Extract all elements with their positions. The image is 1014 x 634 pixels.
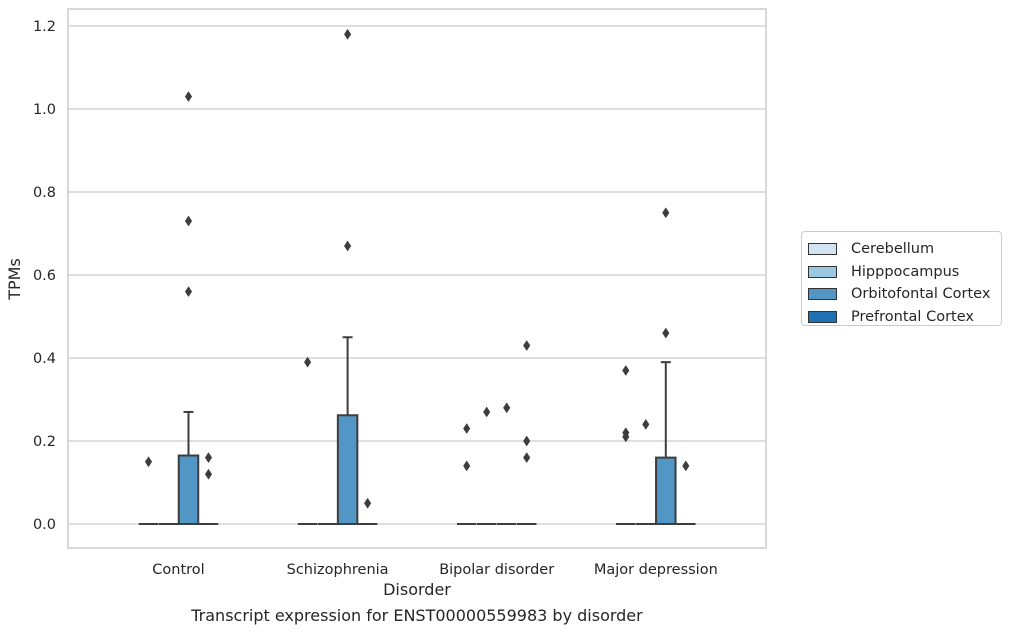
outlier-point [483, 406, 491, 418]
outlier-point [463, 460, 471, 472]
outlier-point [463, 423, 471, 435]
legend-item-cerebellum: Cerebellum [808, 238, 1001, 261]
outlier-point [144, 456, 153, 468]
y-tick-label: 0.4 [33, 351, 56, 367]
legend-item-orbitofrontal-cortex: Orbitofontal Cortex [808, 283, 1001, 306]
outlier-point [642, 418, 650, 430]
outlier-point [184, 215, 193, 227]
box-group [476, 406, 497, 525]
box-group [138, 456, 159, 525]
box-group [655, 207, 677, 526]
box-group [357, 497, 378, 525]
y-axis-label: TPMs [5, 258, 24, 301]
y-tick-label: 1.0 [33, 102, 56, 118]
outlier-point [662, 207, 670, 219]
outlier-point [622, 431, 630, 443]
y-tick-label: 0.0 [33, 517, 56, 533]
y-axis-ticks: 0.0 0.2 0.4 0.6 0.8 1.0 1.2 [33, 19, 56, 533]
box [655, 456, 677, 526]
box-series [138, 28, 696, 526]
y-tick-label: 1.2 [33, 19, 56, 35]
chart-caption: Transcript expression for ENST0000055998… [191, 606, 643, 625]
outlier-point [523, 452, 531, 464]
outlier-point [184, 286, 193, 298]
outlier-point [204, 468, 213, 480]
outlier-point [204, 452, 213, 464]
box-group [177, 91, 200, 525]
outlier-point [344, 28, 352, 40]
outlier-point [662, 327, 670, 339]
box-group [616, 364, 636, 525]
legend-label: Cerebellum [851, 241, 935, 258]
chart-legend: Cerebellum Hipppocampus Orbitofontal Cor… [801, 231, 1002, 326]
outlier-point [622, 364, 630, 376]
legend-item-prefrontal-cortex: Prefrontal Cortex [808, 306, 1001, 329]
outlier-point [523, 340, 531, 352]
outlier-point [503, 402, 511, 414]
y-tick-label: 0.2 [33, 434, 56, 450]
legend-swatch [808, 288, 837, 301]
box-group [636, 418, 656, 525]
x-axis-ticks: Control Schizophrenia Bipolar disorder Majo… [152, 562, 717, 578]
x-tick-label: Schizophrenia [287, 562, 389, 578]
legend-label: Orbitofontal Cortex [851, 286, 991, 303]
legend-item-hippocampus: Hipppocampus [808, 261, 1001, 284]
outlier-point [682, 460, 690, 472]
x-axis-label: Disorder [383, 580, 451, 599]
box-group [297, 356, 318, 525]
y-tick-label: 0.6 [33, 268, 56, 284]
legend-label: Hipppocampus [851, 263, 960, 280]
outlier-point [364, 497, 372, 509]
box-group [336, 28, 359, 525]
box-group [676, 460, 696, 525]
legend-swatch [808, 265, 837, 278]
box [336, 414, 359, 525]
outlier-point [523, 435, 531, 447]
box [177, 454, 200, 525]
outlier-point [184, 91, 193, 103]
box-group [496, 402, 517, 525]
outlier-point [344, 240, 352, 252]
legend-label: Prefrontal Cortex [851, 308, 974, 325]
box-group [198, 452, 219, 525]
box-group [456, 423, 477, 525]
x-tick-label: Control [152, 562, 204, 578]
legend-swatch [808, 243, 837, 256]
legend-swatch [808, 310, 837, 323]
outlier-point [304, 356, 312, 368]
box-group [516, 340, 537, 525]
x-tick-label: Major depression [594, 562, 718, 578]
x-tick-label: Bipolar disorder [439, 562, 554, 578]
y-tick-label: 0.8 [33, 185, 56, 201]
